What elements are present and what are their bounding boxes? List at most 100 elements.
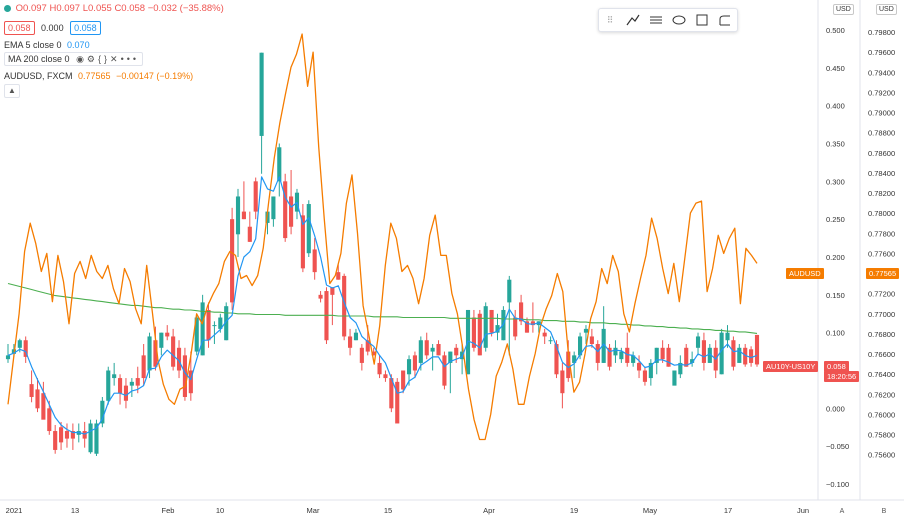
ellipse-icon[interactable] — [672, 13, 686, 27]
candle — [542, 328, 547, 345]
candle — [123, 378, 129, 409]
right-axis-unit[interactable]: USD — [876, 4, 897, 15]
candle — [283, 173, 288, 242]
right-axis-tick: 0.78400 — [868, 169, 895, 178]
source-code-icon[interactable]: {} — [98, 54, 111, 64]
left-axis-tick: 0.350 — [826, 140, 845, 149]
candle-body — [418, 340, 423, 363]
candle-body — [678, 362, 683, 375]
bid-button[interactable]: 0.058 — [4, 21, 35, 35]
candle-body — [690, 359, 695, 363]
legend-high: H0.097 — [49, 3, 81, 14]
candle-body — [442, 355, 447, 386]
lines-icon[interactable] — [649, 13, 663, 27]
right-axis-tick: 0.79000 — [868, 109, 895, 118]
candle — [171, 328, 176, 371]
time-axis-tick: 17 — [724, 506, 732, 515]
settings-icon[interactable]: ⚙ — [86, 54, 98, 64]
spread-value: 0.000 — [41, 23, 64, 33]
candle — [572, 351, 577, 379]
candle — [117, 374, 123, 405]
more-icon[interactable]: ••• — [120, 54, 140, 64]
candle — [129, 378, 134, 397]
collapse-legend-button[interactable]: ▲ — [4, 84, 20, 98]
candle — [442, 351, 447, 390]
left-axis-tick: 0.400 — [826, 102, 845, 111]
path-icon[interactable] — [718, 13, 732, 27]
right-axis-tick: 0.78200 — [868, 189, 895, 198]
right-axis-tick: 0.77200 — [868, 290, 895, 299]
candle — [754, 334, 760, 367]
candle-body — [188, 370, 193, 394]
candle-body — [106, 370, 111, 401]
candle — [412, 351, 418, 379]
candle-body — [754, 334, 760, 365]
right-axis-tick: 0.79600 — [868, 48, 895, 57]
candle-body — [672, 370, 677, 386]
candle-body — [430, 347, 435, 352]
drag-handle-icon[interactable]: ⠿ — [606, 14, 614, 25]
candle — [371, 347, 376, 356]
time-axis-tick: Jun — [797, 506, 809, 515]
candle-body — [595, 344, 600, 363]
candle — [312, 238, 317, 280]
candle-body — [642, 370, 648, 382]
right-axis-tick: 0.75600 — [868, 451, 895, 460]
bar-scale-button[interactable]: B — [881, 508, 887, 515]
time-axis-tick: 13 — [71, 506, 79, 515]
candle — [666, 344, 671, 367]
candle-body — [41, 393, 46, 420]
candle-body — [35, 389, 40, 409]
auto-scale-button[interactable]: A — [839, 508, 845, 515]
candle — [306, 200, 311, 257]
remove-icon[interactable]: ✕ — [110, 54, 121, 64]
floating-drawing-toolbar[interactable]: ⠿ — [598, 8, 738, 32]
left-axis-tick: 0.450 — [826, 64, 845, 73]
time-axis-tick: May — [643, 506, 657, 515]
candle — [507, 275, 512, 356]
time-axis-tick: Feb — [162, 506, 175, 515]
audusd-name-tag: AUDUSD — [786, 268, 824, 279]
candle-body — [377, 362, 382, 375]
candle-body — [631, 355, 636, 363]
candle-body — [165, 332, 170, 337]
candle — [253, 177, 258, 220]
indicator-ma200[interactable]: MA 200 close 0 ◉⚙{}✕••• — [4, 52, 144, 66]
candle — [424, 332, 429, 360]
candle-body — [182, 355, 187, 397]
ma200-line — [7, 282, 758, 334]
eye-icon[interactable]: ◉ — [76, 54, 87, 64]
candle-body — [707, 347, 712, 363]
candle-body — [619, 351, 624, 360]
rectangle-icon[interactable] — [695, 13, 709, 27]
left-axis-unit[interactable]: USD — [833, 4, 854, 15]
candle-body — [524, 321, 530, 333]
candle-body — [353, 332, 359, 341]
candle — [88, 419, 93, 454]
candle — [377, 355, 382, 379]
ask-button[interactable]: 0.058 — [70, 21, 101, 35]
legend-low: L0.055 — [82, 3, 112, 14]
candle — [548, 336, 553, 345]
candle — [530, 302, 535, 333]
candle-body — [483, 306, 488, 348]
candle-body — [371, 351, 376, 356]
candle-body — [330, 287, 335, 295]
brush-icon[interactable] — [626, 13, 640, 27]
candle — [690, 351, 695, 367]
candle — [460, 344, 465, 375]
candle-body — [342, 275, 347, 337]
candle — [330, 287, 335, 326]
candle — [613, 340, 618, 363]
candle-body — [636, 362, 642, 371]
candle-body — [519, 302, 524, 322]
candle-body — [283, 181, 288, 239]
indicator-ema[interactable]: EMA 5 close 0 0.070 — [4, 40, 90, 50]
candle-body — [412, 355, 418, 371]
candle-body — [560, 370, 565, 394]
candle — [660, 340, 665, 363]
candle-body — [336, 272, 341, 280]
candle — [17, 338, 22, 353]
right-axis-tick: 0.78600 — [868, 149, 895, 158]
